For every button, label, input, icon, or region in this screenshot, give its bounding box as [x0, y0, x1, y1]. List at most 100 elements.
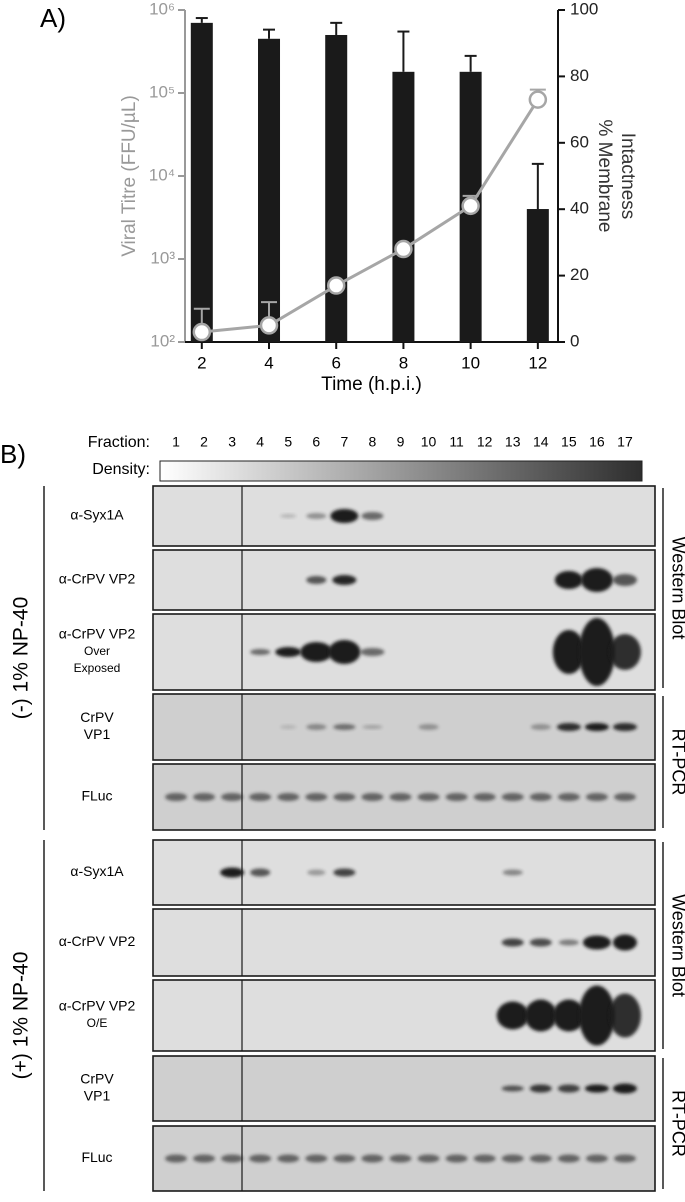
band	[585, 1154, 608, 1163]
fraction-number: 7	[340, 434, 348, 450]
y2-tick-label: 20	[570, 265, 589, 284]
group-label: (+) 1% NP-40	[10, 952, 33, 1080]
point	[528, 90, 548, 109]
band	[333, 793, 356, 801]
row-label: Exposed	[74, 661, 121, 675]
row-label: α-CrPV VP2	[59, 626, 136, 642]
band	[193, 793, 216, 801]
band	[333, 868, 356, 877]
band	[501, 1085, 524, 1092]
band	[361, 1154, 384, 1163]
band	[333, 1154, 356, 1163]
band	[530, 724, 551, 730]
fraction-number: 13	[505, 434, 521, 450]
band	[361, 793, 384, 801]
point	[192, 322, 212, 342]
band	[165, 793, 187, 801]
band	[501, 793, 524, 801]
band	[280, 514, 297, 518]
fraction-label: Fraction:	[88, 434, 150, 451]
band	[582, 935, 611, 950]
row-label: Over	[84, 644, 110, 658]
row-label: FLuc	[81, 788, 112, 804]
y-tick-label: 10⁶	[149, 0, 175, 18]
bar	[392, 71, 415, 343]
x-tick-label: 12	[528, 353, 547, 372]
band	[558, 939, 579, 946]
band	[473, 793, 496, 801]
band	[280, 725, 297, 729]
band	[529, 1084, 552, 1093]
fraction-number: 3	[228, 434, 236, 450]
band	[249, 1154, 272, 1163]
method-label: Western Blot	[668, 894, 685, 997]
method-label: RT-PCR	[668, 1090, 685, 1157]
group-label: (-) 1% NP-40	[10, 597, 33, 720]
row-label: α-CrPV VP2	[59, 933, 136, 949]
band	[608, 993, 641, 1038]
bar	[258, 38, 281, 343]
band	[417, 793, 440, 801]
point	[394, 239, 413, 259]
band	[529, 938, 552, 947]
band	[307, 869, 326, 876]
method-label: Western Blot	[668, 537, 685, 640]
band	[361, 512, 384, 520]
band	[306, 513, 327, 519]
row-label: α-CrPV VP2	[59, 998, 136, 1014]
band	[552, 630, 585, 674]
fraction-number: 9	[397, 434, 405, 450]
fraction-number: 10	[421, 434, 437, 450]
fraction-number: 14	[533, 434, 549, 450]
band	[552, 999, 585, 1032]
band	[275, 647, 302, 657]
band	[557, 793, 580, 801]
fraction-number: 15	[561, 434, 577, 450]
row-label: O/E	[87, 1016, 108, 1030]
fraction-number: 8	[369, 434, 377, 450]
band	[613, 793, 636, 801]
band	[249, 793, 272, 801]
band	[250, 649, 271, 655]
band	[501, 1154, 524, 1163]
x-tick-label: 4	[264, 353, 273, 372]
band	[221, 1154, 244, 1163]
panel-label: B)	[0, 439, 26, 469]
y-tick-label: 10²	[150, 331, 175, 350]
band	[193, 1154, 216, 1163]
row-label: VP1	[84, 1088, 111, 1104]
x-tick-label: 10	[461, 353, 480, 372]
band	[557, 1154, 580, 1163]
x-tick-label: 2	[197, 353, 206, 372]
band	[445, 1154, 468, 1163]
band	[613, 1154, 636, 1163]
line	[201, 98, 540, 334]
y-tick-label: 10⁵	[149, 82, 175, 101]
band	[389, 793, 412, 801]
band	[612, 934, 637, 951]
density-bar	[159, 460, 643, 482]
fraction-number: 6	[312, 434, 320, 450]
band	[306, 724, 327, 730]
band	[165, 1154, 187, 1163]
band	[473, 1154, 496, 1163]
fraction-number: 16	[589, 434, 605, 450]
x-tick-label: 8	[399, 353, 408, 372]
band	[221, 793, 244, 801]
row-label: FLuc	[81, 1149, 112, 1165]
band	[418, 724, 439, 730]
row-label: α-CrPV VP2	[59, 571, 136, 587]
band	[608, 634, 641, 670]
bar	[190, 22, 213, 342]
y2-tick-label: 40	[570, 199, 589, 218]
y2-tick-label: 0	[570, 331, 579, 350]
band	[328, 640, 361, 664]
band	[501, 938, 524, 947]
band	[360, 648, 385, 656]
band	[612, 1083, 637, 1094]
band	[250, 868, 271, 877]
point	[461, 196, 480, 216]
row-label: α-Syx1A	[70, 507, 124, 523]
band	[580, 568, 613, 592]
